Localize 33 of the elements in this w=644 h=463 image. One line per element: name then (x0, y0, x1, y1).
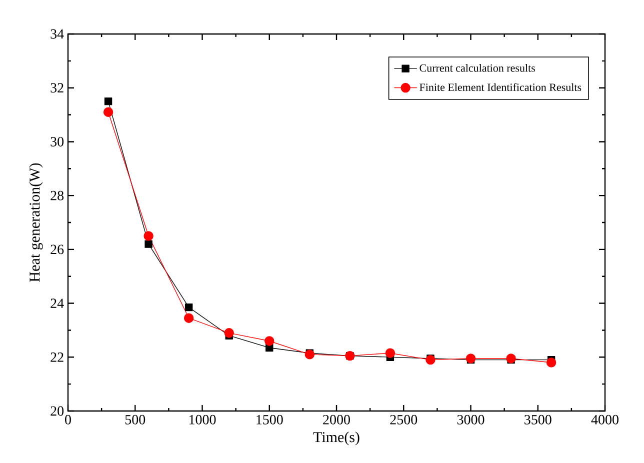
point (304, 350, 314, 360)
point (184, 303, 193, 312)
y-tick-label: 20 (50, 406, 64, 416)
y-tick-label: 22 (50, 352, 64, 362)
x-axis-title: Time(s) (313, 432, 360, 446)
x-tick-label: 1500 (256, 414, 283, 424)
x-tick-label: 500 (125, 414, 146, 424)
x-tick-label: 2500 (390, 414, 418, 424)
y-tick-label: 24 (50, 298, 64, 308)
point (184, 313, 194, 323)
point (385, 348, 396, 358)
y-axis-title: Heat generation(W) (29, 163, 43, 282)
x-tick-label: 3000 (457, 414, 484, 424)
x-tick-label: 4000 (591, 414, 618, 424)
point (264, 336, 274, 346)
legend-label: Current calculation results (420, 64, 535, 72)
x-tick-label: 1000 (189, 414, 216, 424)
x-tick-label: 2000 (323, 414, 350, 424)
point (224, 328, 234, 338)
point (104, 97, 112, 106)
y-tick-label: 34 (50, 29, 64, 39)
point (144, 240, 152, 248)
y-tick-label: 28 (50, 190, 64, 200)
point (103, 107, 114, 117)
legend-label: Finite Element Identification Results (420, 83, 582, 91)
point (546, 358, 556, 368)
x-tick-label: 0 (65, 414, 71, 424)
point (426, 354, 436, 365)
x-tick-label: 3500 (524, 414, 552, 424)
y-tick-label: 32 (50, 83, 64, 93)
point (144, 231, 154, 241)
y-tick-label: 30 (50, 136, 64, 146)
y-tick-label: 26 (50, 244, 64, 254)
